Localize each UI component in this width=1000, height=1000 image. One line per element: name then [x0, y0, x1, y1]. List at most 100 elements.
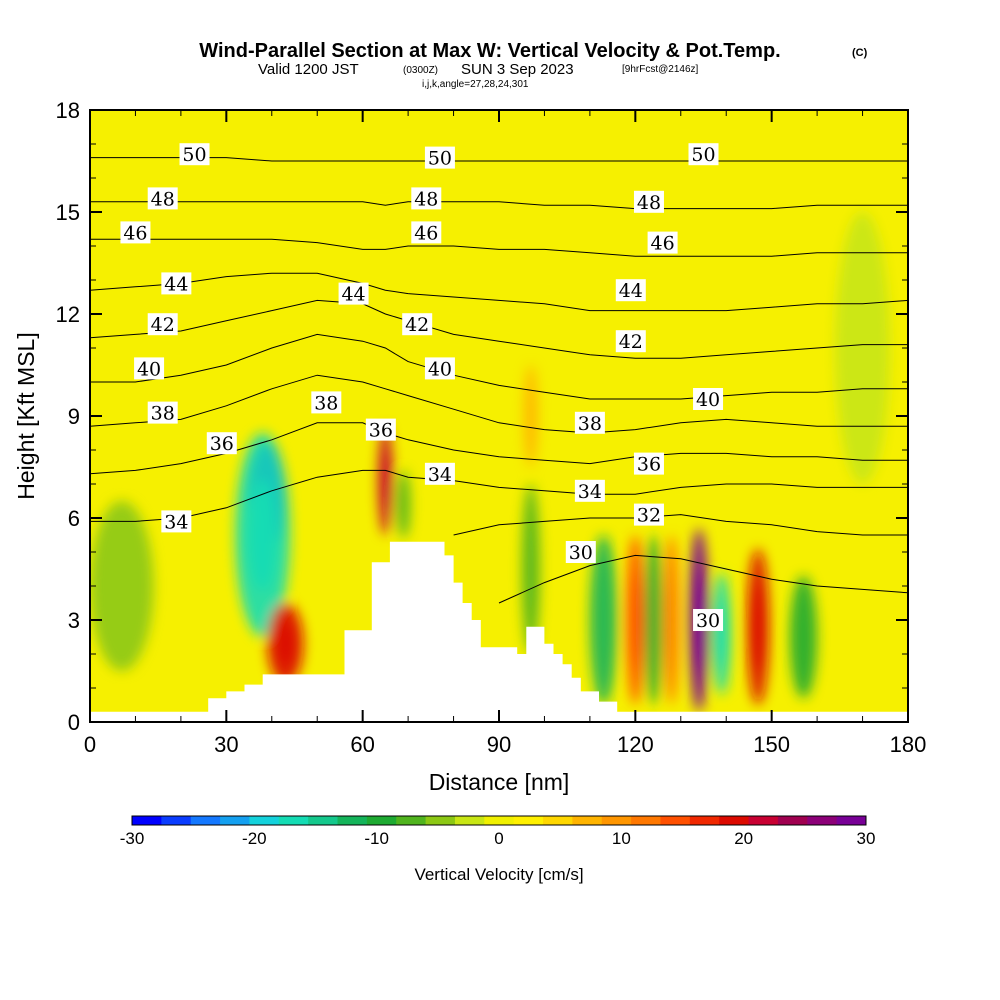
chart-title: Wind-Parallel Section at Max W: Vertical… [199, 40, 867, 90]
contour-label: 40 [424, 357, 455, 380]
colorbar-swatch [601, 816, 632, 825]
contour-label-box [633, 190, 664, 213]
colorbar-swatch [807, 816, 838, 825]
colorbar-tick-label: 0 [494, 829, 503, 848]
colorbar-tick-label: -10 [364, 829, 389, 848]
contour-label-text: 30 [569, 542, 593, 564]
contour-label: 38 [574, 411, 605, 435]
contour-50 [90, 157, 908, 162]
contour-label: 50 [424, 146, 455, 170]
y-tick-label: 18 [56, 98, 80, 123]
velocity-cell [90, 501, 154, 671]
contour-label-text: 44 [341, 284, 365, 306]
contour-label-text: 50 [691, 144, 715, 166]
colorbar-swatch [660, 816, 691, 825]
contour-label-box [147, 187, 178, 210]
contour-label: 30 [693, 609, 724, 632]
colorbar-frame [131, 815, 867, 826]
contour-32 [453, 514, 908, 536]
velocity-blobs [90, 212, 890, 712]
contour-label: 44 [338, 282, 369, 306]
y-axis-label: Height [Kft MSL] [13, 332, 39, 499]
contour-label-text: 38 [578, 413, 602, 435]
contour-label-text: 42 [619, 331, 643, 353]
colorbar-swatch [249, 816, 280, 825]
colorbar-swatch [631, 816, 661, 825]
contour-label-text: 44 [164, 273, 188, 295]
contour-label-box [424, 146, 455, 169]
contour-label-text: 46 [123, 222, 147, 244]
contour-label-box [633, 503, 664, 526]
contour-label: 34 [574, 479, 605, 503]
contour-label-text: 40 [696, 389, 720, 411]
colorbar-swatch [543, 816, 573, 825]
colorbar-title: Vertical Velocity [cm/s] [414, 865, 583, 884]
valid-utc: (0300Z) [403, 65, 438, 76]
contour-label: 50 [179, 143, 210, 166]
velocity-cell [663, 535, 680, 705]
velocity-core [276, 621, 295, 667]
contour-label-box [402, 313, 433, 336]
contour-40 [90, 333, 908, 400]
contour-46 [90, 238, 908, 257]
contour-label-text: 48 [637, 192, 661, 214]
contour-44 [90, 272, 908, 312]
y-tick-label: 15 [56, 200, 80, 225]
contour-label-text: 38 [314, 392, 338, 414]
vertical-velocity-field [90, 212, 890, 712]
velocity-core [752, 583, 764, 670]
colorbar: -30 -20 -10 0 10 20 30 [120, 815, 875, 848]
contour-label-box [693, 388, 724, 410]
contour-label-text: 36 [369, 420, 393, 442]
colorbar-swatch [308, 816, 339, 825]
contour-label: 42 [402, 313, 433, 336]
contour-42 [90, 299, 908, 359]
colorbar-tick-label: -30 [120, 829, 145, 848]
x-axis-label: Distance [nm] [429, 769, 570, 795]
contour-label: 44 [161, 272, 192, 295]
contour-label: 32 [633, 503, 664, 527]
forecast-info: [9hrFcst@2146z] [622, 64, 699, 75]
colorbar-swatch [220, 816, 250, 825]
x-tick-label: 120 [617, 732, 654, 757]
contour-label-text: 32 [637, 505, 661, 527]
colorbar-swatch [366, 816, 397, 825]
valid-time: Valid 1200 JST [258, 61, 359, 78]
terrain [90, 541, 908, 722]
ijk-info: i,j,k,angle=27,28,24,301 [422, 79, 529, 90]
contour-label: 50 [688, 143, 719, 166]
contour-label-box [311, 391, 342, 414]
contour-label-text: 30 [696, 610, 720, 632]
velocity-cell [835, 212, 890, 484]
y-tick-label: 0 [68, 710, 80, 735]
contour-label: 48 [147, 187, 178, 210]
colorbar-swatch [454, 816, 485, 825]
y-tick-label: 6 [68, 506, 80, 531]
contour-label: 36 [206, 432, 237, 455]
contour-label: 42 [147, 313, 178, 336]
velocity-core [381, 450, 390, 511]
contour-label-text: 50 [428, 148, 452, 170]
contour-label-box [574, 411, 605, 434]
x-tick-label: 0 [84, 732, 96, 757]
colorbar-swatch [396, 816, 427, 825]
contour-label: 36 [633, 452, 664, 476]
contour-label-box [565, 541, 596, 563]
colorbar-tick-label: 20 [734, 829, 753, 848]
colorbar-swatch [278, 816, 309, 825]
contour-label-box [688, 143, 719, 166]
x-tick-label: 90 [487, 732, 511, 757]
contour-label-text: 42 [405, 314, 429, 336]
contour-label-box [161, 510, 192, 533]
contour-label-text: 38 [151, 403, 175, 425]
contour-label-box [147, 401, 178, 424]
contour-label: 46 [120, 221, 151, 244]
contour-label-text: 44 [619, 280, 643, 302]
contour-label-text: 48 [151, 188, 175, 210]
y-tick-label: 9 [68, 404, 80, 429]
contour-label-box [411, 221, 442, 244]
contour-label-box [615, 279, 646, 302]
